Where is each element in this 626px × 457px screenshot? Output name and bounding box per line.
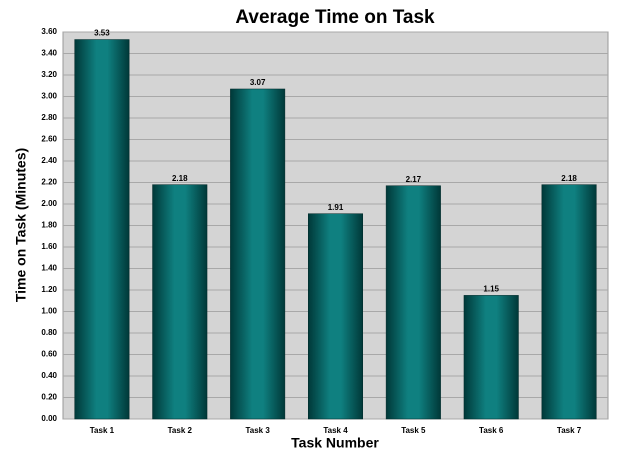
y-tick-label: 3.20 (41, 70, 57, 79)
y-tick-label: 1.20 (41, 285, 57, 294)
y-tick-label: 0.80 (41, 328, 57, 337)
y-tick-label: 0.40 (41, 371, 57, 380)
bar (230, 88, 286, 420)
y-tick-label: 3.60 (41, 27, 57, 36)
value-label: 1.91 (328, 203, 344, 212)
value-label: 2.18 (561, 174, 577, 183)
bar (541, 184, 597, 420)
y-tick-label: 2.00 (41, 199, 57, 208)
y-tick-label: 2.20 (41, 178, 57, 187)
bar (385, 185, 441, 420)
x-tick-label: Task 4 (323, 426, 348, 435)
y-tick-label: 2.60 (41, 135, 57, 144)
x-axis-title: Task Number (291, 435, 379, 451)
y-tick-label: 1.60 (41, 242, 57, 251)
value-label: 3.07 (250, 78, 266, 87)
x-tick-label: Task 6 (479, 426, 504, 435)
bar (74, 39, 130, 420)
bar (463, 295, 519, 420)
y-tick-label: 1.40 (41, 264, 57, 273)
bar (308, 213, 363, 420)
value-label: 3.53 (94, 29, 110, 38)
x-tick-label: Task 3 (245, 426, 270, 435)
x-tick-label: Task 5 (401, 426, 426, 435)
y-tick-label: 1.80 (41, 221, 57, 230)
value-label: 1.15 (483, 284, 499, 293)
value-label: 2.18 (172, 174, 188, 183)
y-tick-label: 2.40 (41, 156, 57, 165)
x-tick-label: Task 2 (168, 426, 193, 435)
y-tick-label: 2.80 (41, 113, 57, 122)
y-tick-label: 3.00 (41, 92, 57, 101)
bar (152, 184, 208, 420)
y-axis-title: Time on Task (Minutes) (13, 148, 29, 302)
x-tick-label: Task 7 (557, 426, 582, 435)
x-tick-label: Task 1 (90, 426, 115, 435)
chart-title: Average Time on Task (235, 7, 435, 28)
y-tick-label: 1.00 (41, 307, 57, 316)
y-tick-label: 0.60 (41, 350, 57, 359)
y-tick-label: 0.00 (41, 414, 57, 423)
value-label: 2.17 (406, 175, 422, 184)
y-tick-label: 3.40 (41, 49, 57, 58)
y-tick-label: 0.20 (41, 393, 57, 402)
